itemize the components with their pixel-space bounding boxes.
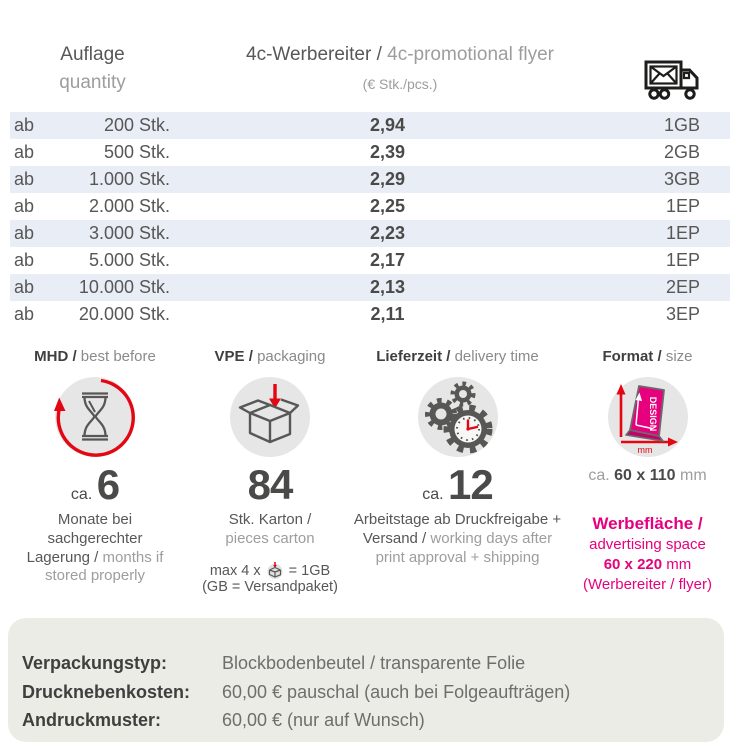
price-row: ab 10.000 Stk. 2,13 2EP <box>10 274 730 301</box>
detail-label: Verpackungstyp: <box>22 653 168 673</box>
detail-label: Andruckmuster: <box>22 710 162 730</box>
section-delivery-time: Lieferzeit / delivery time <box>350 348 565 567</box>
delivery-time-description: Arbeitstage ab Druckfreigabe + Versand /… <box>353 511 562 566</box>
row-shipping: 1EP <box>665 196 700 216</box>
mini-box-icon <box>265 561 289 579</box>
row-price: 2,25 <box>369 196 406 216</box>
row-price: 2,11 <box>370 304 405 324</box>
detail-value: Blockbodenbeutel / transparente Folie <box>222 653 526 673</box>
row-shipping: 2GB <box>663 142 700 162</box>
row-prefix: ab <box>14 169 35 189</box>
advertising-space-title-de: Werbefläche / <box>592 514 703 533</box>
row-quantity: 20.000 Stk. <box>78 304 170 324</box>
row-quantity: 200 Stk. <box>103 115 170 135</box>
row-prefix: ab <box>14 223 35 243</box>
quantity-header-en: quantity <box>59 72 126 93</box>
row-price: 2,94 <box>369 115 406 135</box>
best-before-description: Monate bei sachgerechter Lagerung / mont… <box>26 511 164 585</box>
price-row: ab 20.000 Stk. 2,11 3EP <box>10 301 730 328</box>
details-box: Verpackungstyp: Blockbodenbeutel / trans… <box>8 618 724 742</box>
packaging-value: 84 <box>247 461 294 508</box>
section-title: Lieferzeit / delivery time <box>376 348 539 365</box>
advertising-space-note: (Werbereiter / flyer) <box>583 576 712 594</box>
row-prefix: ab <box>14 115 35 135</box>
product-header-en: 4c-promotional flyer <box>387 44 554 65</box>
row-prefix: ab <box>14 277 35 297</box>
row-quantity: 10.000 Stk. <box>78 277 170 297</box>
packaging-note: max 4 x = 1GB (GB = Versandpaket) <box>202 561 338 596</box>
svg-text:DESIGN: DESIGN <box>648 397 658 432</box>
row-quantity: 3.000 Stk. <box>88 223 170 243</box>
packaging-description: Stk. Karton / pieces carton <box>225 511 315 547</box>
price-unit-label: (€ Stk./pcs.) <box>362 76 438 92</box>
section-title: Format / size <box>602 348 693 365</box>
product-header-de: 4c-Werbereiter / <box>246 44 382 65</box>
format-size-value: ca. 60 x 110 mm <box>588 467 707 484</box>
detail-value: 60,00 € (nur auf Wunsch) <box>222 710 425 730</box>
row-prefix: ab <box>14 142 35 162</box>
price-table-header: Auflage quantity 4c-Werbereiter / 4c-pro… <box>0 0 730 112</box>
row-shipping: 2EP <box>665 277 700 297</box>
price-table: ab 200 Stk. 2,94 1GB ab 500 Stk. 2,39 2G… <box>0 112 730 328</box>
row-shipping: 1GB <box>663 115 700 135</box>
price-row: ab 1.000 Stk. 2,29 3GB <box>10 166 730 193</box>
row-prefix: ab <box>14 250 35 270</box>
row-quantity: 500 Stk. <box>103 142 170 162</box>
shipping-column-header <box>615 36 730 112</box>
price-row: ab 500 Stk. 2,39 2GB <box>10 139 730 166</box>
row-prefix: ab <box>14 304 35 324</box>
section-format: Format / size DESIGN mm <box>565 348 730 595</box>
row-quantity: 5.000 Stk. <box>88 250 170 270</box>
detail-label: Drucknebenkosten: <box>22 681 191 702</box>
section-packaging: VPE / packaging 84 <box>190 348 350 596</box>
product-column-header: 4c-Werbereiter / 4c-promotional flyer (€… <box>185 36 615 112</box>
info-sections: MHD / best before <box>0 348 730 596</box>
detail-row: Drucknebenkosten: 60,00 € pauschal (auch… <box>22 678 724 707</box>
quantity-column-header: Auflage quantity <box>0 36 185 112</box>
row-shipping: 3GB <box>663 169 700 189</box>
price-row: ab 3.000 Stk. 2,23 1EP <box>10 220 730 247</box>
mail-truck-icon <box>644 59 702 106</box>
advertising-space-title-en: advertising space <box>589 536 706 554</box>
delivery-time-value: ca. 12 <box>422 461 494 508</box>
best-before-value: ca. 6 <box>70 461 120 508</box>
detail-value: 60,00 € pauschal (auch bei Folgeaufträge… <box>222 681 571 702</box>
row-price: 2,23 <box>369 223 406 243</box>
price-row: ab 200 Stk. 2,94 1GB <box>10 112 730 139</box>
gears-clock-icon <box>416 375 500 459</box>
section-best-before: MHD / best before <box>0 348 190 586</box>
row-shipping: 1EP <box>665 223 700 243</box>
price-row: ab 2.000 Stk. 2,25 1EP <box>10 193 730 220</box>
open-box-arrow-icon <box>228 375 312 459</box>
row-shipping: 3EP <box>665 304 700 324</box>
row-prefix: ab <box>14 196 35 216</box>
row-price: 2,13 <box>369 277 406 297</box>
quantity-header-de: Auflage <box>60 44 125 65</box>
svg-text:mm: mm <box>637 445 652 455</box>
row-shipping: 1EP <box>665 250 700 270</box>
detail-row: Andruckmuster: 60,00 € (nur auf Wunsch) <box>22 706 724 735</box>
row-price: 2,17 <box>369 250 406 270</box>
row-quantity: 1.000 Stk. <box>88 169 170 189</box>
advertising-space-size: 60 x 220 <box>603 556 663 574</box>
hourglass-recycle-icon <box>53 375 137 459</box>
detail-row: Verpackungstyp: Blockbodenbeutel / trans… <box>22 649 724 678</box>
flyer-dimensions-icon: DESIGN mm <box>606 375 690 459</box>
section-title: MHD / best before <box>34 348 156 365</box>
row-quantity: 2.000 Stk. <box>88 196 170 216</box>
price-row: ab 5.000 Stk. 2,17 1EP <box>10 247 730 274</box>
row-price: 2,39 <box>369 142 406 162</box>
row-price: 2,29 <box>369 169 406 189</box>
advertising-space-block: Werbefläche / advertising space 60 x 220… <box>583 514 712 594</box>
section-title: VPE / packaging <box>214 348 326 365</box>
